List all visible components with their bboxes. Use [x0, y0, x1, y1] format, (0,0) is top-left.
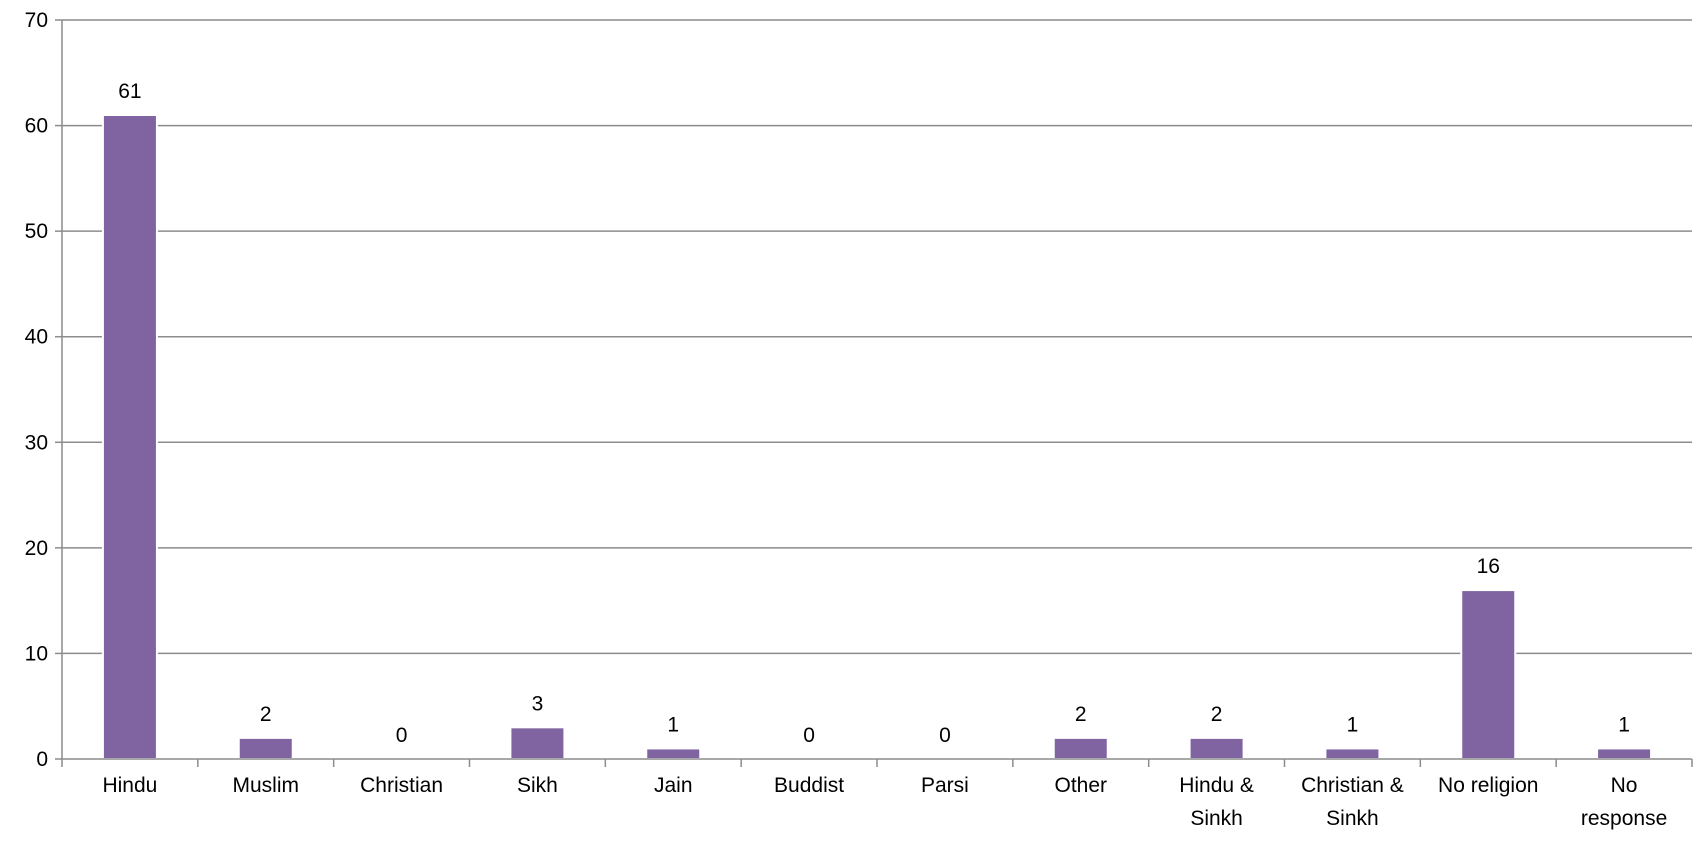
- x-axis: Hindu Muslim Christian Sikh Jain Buddist Parsi…: [61, 758, 1693, 830]
- x-tick-label-hindu: Hindu: [102, 774, 157, 797]
- data-label-hindu: 61: [118, 80, 141, 103]
- data-label-no-religion: 16: [1477, 555, 1500, 578]
- x-tick-label-hindu-sinkh: Hindu & Sinkh: [1179, 774, 1254, 830]
- data-label-hindu-sinkh: 2: [1211, 703, 1223, 726]
- bar-jain: [645, 747, 702, 761]
- y-tick-label-20: 20: [25, 537, 48, 560]
- x-tick-label-parsi: Parsi: [921, 774, 969, 797]
- y-tick-label-60: 60: [25, 115, 48, 138]
- data-label-buddist: 0: [803, 724, 815, 747]
- y-tick-label-40: 40: [25, 326, 48, 349]
- data-label-muslim: 2: [260, 703, 272, 726]
- bar-other: [1052, 736, 1109, 761]
- x-tick-label-christian-sinkh: Christian & Sinkh: [1301, 774, 1404, 830]
- gridlines: [62, 19, 1692, 655]
- x-tick-label-jain: Jain: [654, 774, 693, 797]
- data-label-christian: 0: [396, 724, 408, 747]
- bars: [101, 114, 1653, 761]
- bar-muslim: [237, 736, 294, 761]
- data-label-christian-sinkh: 1: [1347, 713, 1359, 736]
- x-tick-label-muslim: Muslim: [233, 774, 300, 797]
- x-tick-label-other: Other: [1054, 774, 1107, 797]
- bar-hindu-sinkh: [1188, 736, 1245, 761]
- y-tick-label-50: 50: [25, 220, 48, 243]
- data-label-parsi: 0: [939, 724, 951, 747]
- x-tick-label-sikh: Sikh: [517, 774, 558, 797]
- y-tick-label-10: 10: [25, 642, 48, 665]
- bar-christian-sinkh: [1324, 747, 1381, 761]
- data-labels: 61 2 0 3 1 0 0 2 2 1 16 1: [118, 80, 1630, 747]
- bar-hindu: [101, 114, 158, 760]
- data-label-sikh: 3: [532, 692, 544, 715]
- data-label-other: 2: [1075, 703, 1087, 726]
- x-tick-label-no-religion: No religion: [1438, 774, 1538, 797]
- x-tick-label-christian: Christian: [360, 774, 443, 797]
- x-tick-label-buddist: Buddist: [774, 774, 844, 797]
- bar-no-response: [1596, 747, 1653, 761]
- bar-sikh: [509, 726, 566, 760]
- data-label-jain: 1: [667, 713, 679, 736]
- y-tick-label-0: 0: [36, 748, 48, 771]
- data-label-no-response: 1: [1618, 713, 1630, 736]
- y-axis: 0 10 20 30 40 50 60 70: [25, 9, 63, 771]
- x-tick-label-no-response: No response: [1581, 774, 1667, 830]
- y-tick-label-70: 70: [25, 9, 48, 32]
- y-tick-label-30: 30: [25, 431, 48, 454]
- bar-no-religion: [1460, 589, 1517, 760]
